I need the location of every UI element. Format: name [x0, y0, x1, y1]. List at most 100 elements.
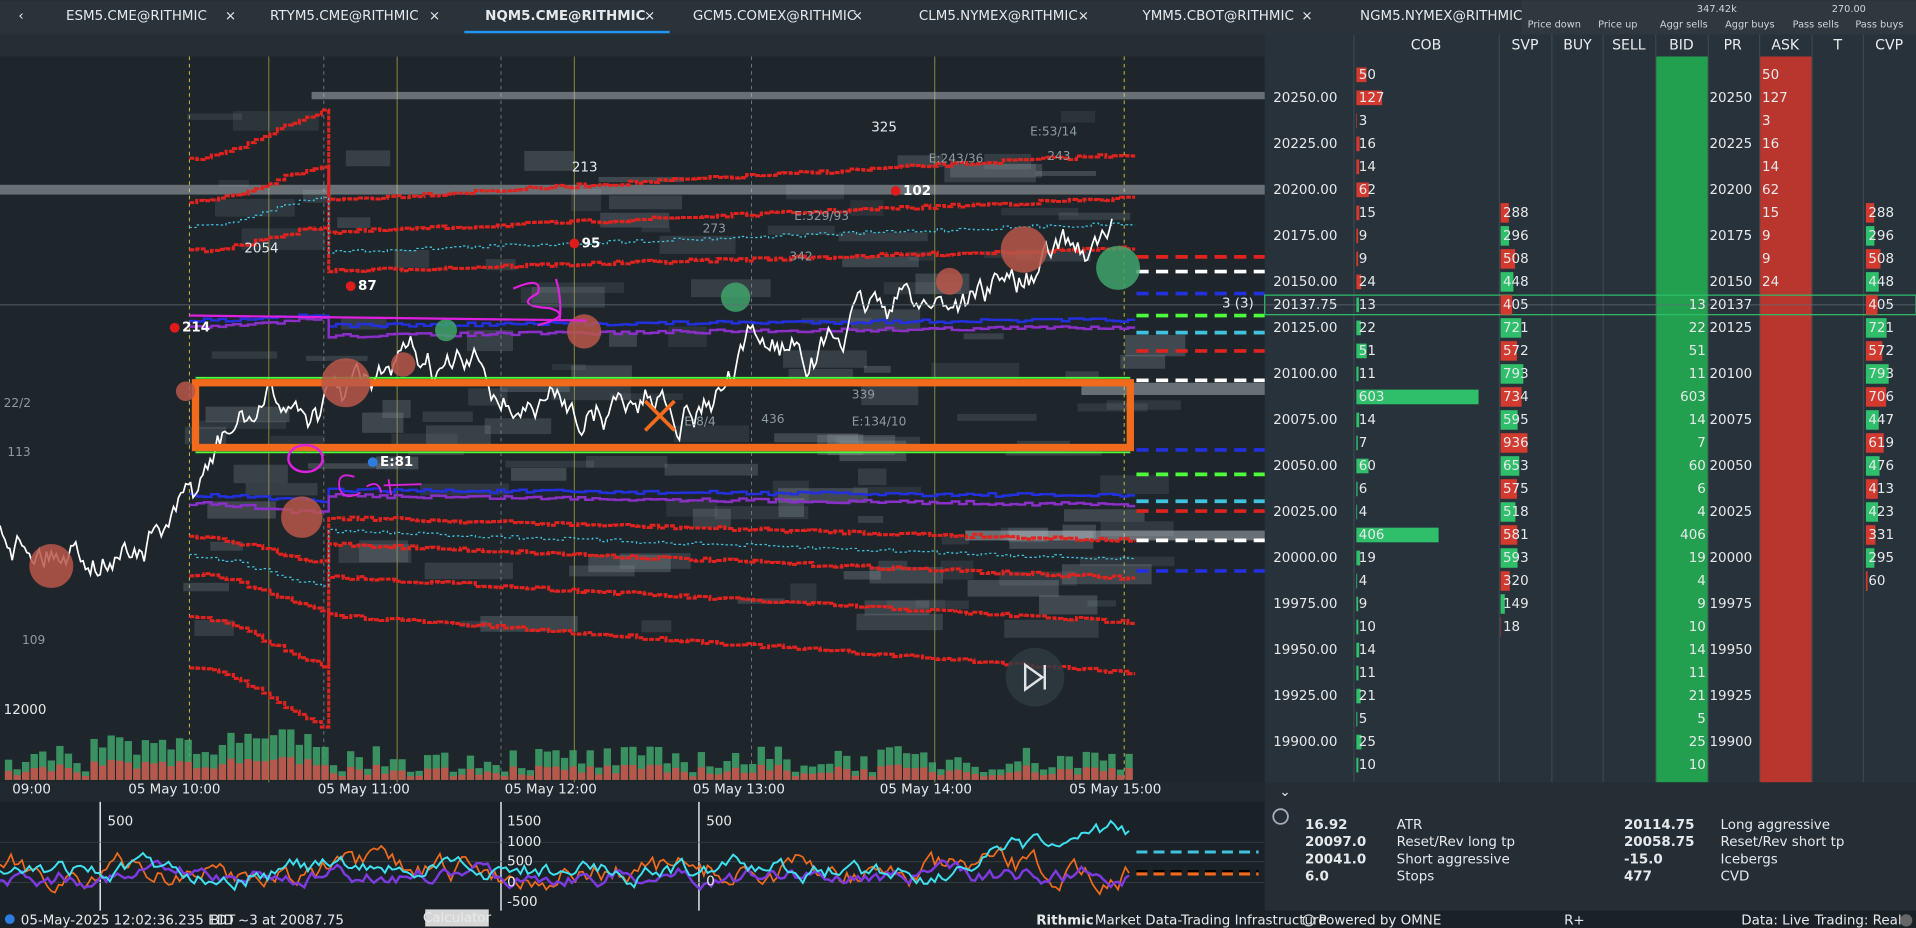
heat-blob [214, 198, 295, 217]
volume-bar [586, 766, 594, 780]
volume-bar [860, 769, 868, 780]
volume-bar [1074, 767, 1082, 780]
annotation: 109 [22, 633, 45, 647]
cvp-value: 295 [1868, 551, 1894, 566]
cvp-bar [1865, 203, 1875, 223]
pr-label: 20225 [1709, 137, 1752, 152]
oscillator-line [0, 819, 1130, 892]
pr-label: 20050 [1709, 459, 1752, 474]
svp-value: 734 [1503, 390, 1529, 405]
volume-bar [552, 766, 560, 780]
volume-bar [39, 751, 47, 780]
bid-value: 6 [1697, 482, 1706, 497]
cob-bar [1356, 228, 1359, 244]
bid-value: 5 [1697, 712, 1706, 727]
volume-bar [1108, 768, 1116, 780]
volume-bar [441, 767, 449, 780]
tab-close[interactable]: × [429, 9, 440, 24]
tab-label[interactable]: CLM5.NYMEX@RITHMIC [919, 9, 1078, 24]
collapse-toggle[interactable]: ⌄ [1279, 785, 1290, 800]
volume-bar [218, 764, 227, 780]
column-header: COB [1411, 37, 1442, 53]
bid-value: 11 [1689, 666, 1706, 681]
tab-close[interactable]: × [1301, 9, 1312, 24]
tab-close[interactable]: × [225, 9, 236, 24]
heat-blob [915, 599, 946, 608]
volume-bar [851, 770, 860, 780]
heat-blob [692, 508, 731, 528]
pass-sells[interactable]: Pass sells [1793, 20, 1839, 31]
column-header: BID [1669, 37, 1694, 53]
volume-bar [774, 746, 783, 780]
tab-label[interactable]: RTYM5.CME@RITHMIC [270, 9, 419, 24]
trade-bubble [321, 358, 371, 408]
tab-label[interactable]: GCM5.COMEX@RITHMIC [693, 9, 856, 24]
volume-bar [193, 753, 201, 780]
price-down[interactable]: Price down [1528, 20, 1581, 31]
pr-label: 19950 [1709, 643, 1752, 658]
annotation: 342 [789, 249, 812, 263]
volume-bar [1039, 769, 1048, 780]
tab-close[interactable]: × [644, 9, 655, 24]
tab-close[interactable]: × [1078, 9, 1089, 24]
volume-bar [954, 769, 962, 780]
level-band [965, 530, 1265, 541]
heat-blob [984, 153, 1032, 170]
pr-label: 20100 [1709, 367, 1752, 382]
aggr-sells[interactable]: Aggr sells [1660, 20, 1708, 31]
volume-bar [389, 759, 398, 780]
heat-blob [233, 111, 319, 131]
volume-bar [338, 771, 346, 780]
volume-bar [595, 774, 603, 780]
heat-blob [1035, 170, 1096, 176]
powered-by: Powered by OMNE [1318, 913, 1441, 928]
volume-bar [278, 729, 286, 780]
volume-bar [492, 765, 500, 780]
aggr-buys[interactable]: Aggr buys [1725, 20, 1774, 31]
volume-bar [458, 768, 466, 780]
heat-blob [1058, 212, 1131, 220]
cob-value: 6 [1359, 482, 1368, 497]
chart-header [0, 34, 1265, 57]
calculator-tooltip[interactable] [425, 909, 489, 927]
annotation: E:134/10 [852, 414, 907, 428]
heat-blob [425, 425, 491, 447]
heat-blob [843, 571, 881, 580]
oscillator-line [0, 859, 1130, 892]
heat-blob [598, 176, 685, 183]
heat-blob [345, 150, 391, 167]
volume-bar [646, 764, 654, 780]
heat-blob [552, 364, 586, 371]
indicator-label: 1500 [507, 814, 541, 829]
price-up[interactable]: Price up [1598, 20, 1637, 31]
heat-blob [422, 411, 473, 422]
tab-close[interactable]: × [852, 9, 863, 24]
volume-bar [672, 767, 680, 780]
volume-bar [1065, 769, 1073, 780]
heat-blob [1120, 354, 1166, 369]
pass-buys[interactable]: Pass buys [1855, 20, 1903, 31]
volume-bar [210, 768, 218, 780]
tab-scroll-left[interactable]: ‹ [18, 9, 23, 24]
cob-value: 14 [1359, 413, 1376, 428]
volume-bar [937, 769, 945, 780]
cob-value: 9 [1359, 597, 1368, 612]
heat-blob [864, 600, 930, 616]
volume-bar [355, 757, 363, 780]
calculator-label[interactable]: Calculator [423, 911, 492, 926]
cob-value: 21 [1359, 689, 1376, 704]
settings-icon[interactable] [1272, 808, 1289, 825]
tab-label[interactable]: NQM5.CME@RITHMIC [485, 9, 645, 24]
tab-label[interactable]: ESM5.CME@RITHMIC [66, 9, 207, 24]
volume-bar [979, 772, 988, 780]
cvp-bar [1865, 295, 1878, 315]
volume-bar [526, 775, 534, 780]
volume-bar [612, 773, 620, 780]
replay-button[interactable] [1005, 647, 1065, 707]
heat-blob [538, 282, 624, 293]
heat-blob [857, 516, 884, 523]
tab-label[interactable]: NGM5.NYMEX@RITHMIC [1360, 9, 1522, 24]
cvp-bar [1865, 479, 1878, 499]
volume-bar [389, 770, 398, 780]
tab-label[interactable]: YMM5.CBOT@RITHMIC [1142, 9, 1294, 24]
